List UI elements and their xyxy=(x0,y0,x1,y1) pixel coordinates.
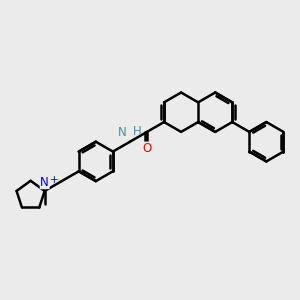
Text: N: N xyxy=(40,176,49,189)
Text: +: + xyxy=(50,176,59,185)
Text: H: H xyxy=(133,125,142,138)
Text: O: O xyxy=(142,142,152,155)
Text: N: N xyxy=(118,126,127,139)
